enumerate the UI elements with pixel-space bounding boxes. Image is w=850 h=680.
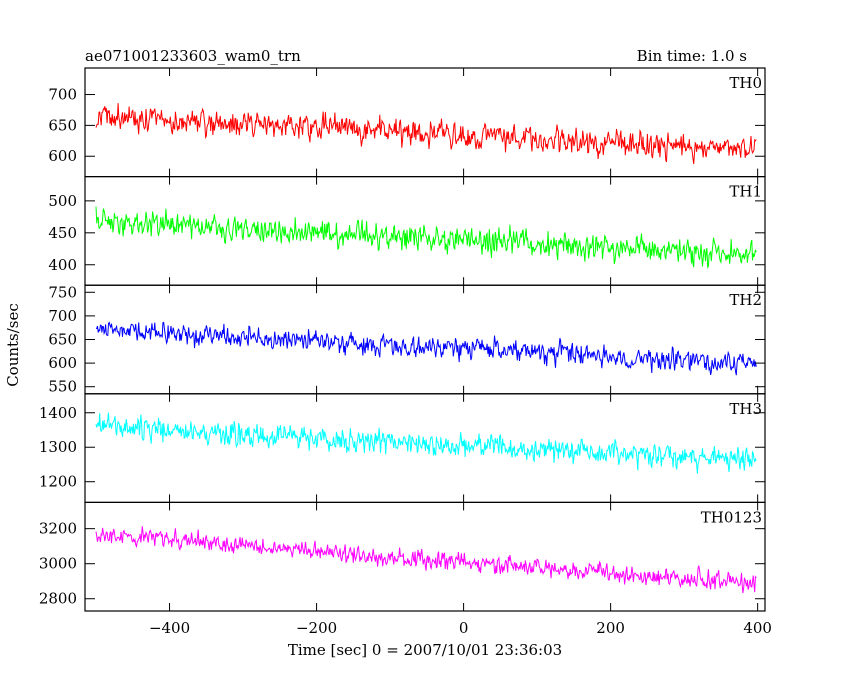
y-tick-label: 2800 xyxy=(39,590,77,608)
y-tick-label: 3200 xyxy=(39,520,77,538)
x-tick-label: 400 xyxy=(743,619,772,637)
x-tick-label: −400 xyxy=(149,619,190,637)
y-tick-label: 400 xyxy=(48,256,77,274)
series-line-th2 xyxy=(95,321,757,376)
y-tick-label: 750 xyxy=(48,283,77,301)
x-tick-label: −200 xyxy=(296,619,337,637)
chart-title: ae071001233603_wam0_trn xyxy=(85,47,301,65)
x-tick-label: 0 xyxy=(459,619,469,637)
y-tick-label: 1200 xyxy=(39,473,77,491)
panel-label: TH1 xyxy=(729,183,762,201)
panel-label: TH3 xyxy=(729,400,762,418)
y-tick-label: 450 xyxy=(48,224,77,242)
panels-group: 600 650 700 TH0 400 450 500 TH1 550 600 650 700 750 T… xyxy=(39,67,766,612)
y-tick-label: 650 xyxy=(48,116,77,134)
x-tick-label: 200 xyxy=(596,619,625,637)
panel-th0123: 2800 3000 3200 TH0123 xyxy=(39,501,766,612)
y-tick-label: 550 xyxy=(48,378,77,396)
y-tick-label: 650 xyxy=(48,331,77,349)
bin-time-label: Bin time: 1.0 s xyxy=(637,47,747,65)
series-line-th3 xyxy=(95,412,757,474)
y-tick-label: 500 xyxy=(48,192,77,210)
x-axis-label: Time [sec] 0 = 2007/10/01 23:36:03 xyxy=(288,641,562,659)
series-line-th0123 xyxy=(95,526,757,594)
series-line-th0 xyxy=(95,103,757,164)
y-axis-label: Counts/sec xyxy=(4,303,22,387)
y-tick-label: 600 xyxy=(48,354,77,372)
y-tick-label: 600 xyxy=(48,147,77,165)
panel-label: TH0 xyxy=(729,74,762,92)
y-tick-label: 1300 xyxy=(39,438,77,456)
y-tick-label: 700 xyxy=(48,307,77,325)
series-line-th1 xyxy=(95,206,757,269)
x-axis: −400 −200 0 200 400 xyxy=(149,619,772,637)
panel-th2: 550 600 650 700 750 TH2 xyxy=(48,283,766,396)
y-tick-label: 3000 xyxy=(39,555,77,573)
panel-th0: 600 650 700 TH0 xyxy=(48,67,766,178)
panel-label: TH0123 xyxy=(701,508,762,526)
y-tick-label: 1400 xyxy=(39,404,77,422)
y-tick-label: 700 xyxy=(48,86,77,104)
panel-label: TH2 xyxy=(729,291,762,309)
panel-th3: 1200 1300 1400 TH3 xyxy=(39,393,766,503)
panel-frame xyxy=(84,501,766,612)
panel-th1: 400 450 500 TH1 xyxy=(48,176,766,286)
